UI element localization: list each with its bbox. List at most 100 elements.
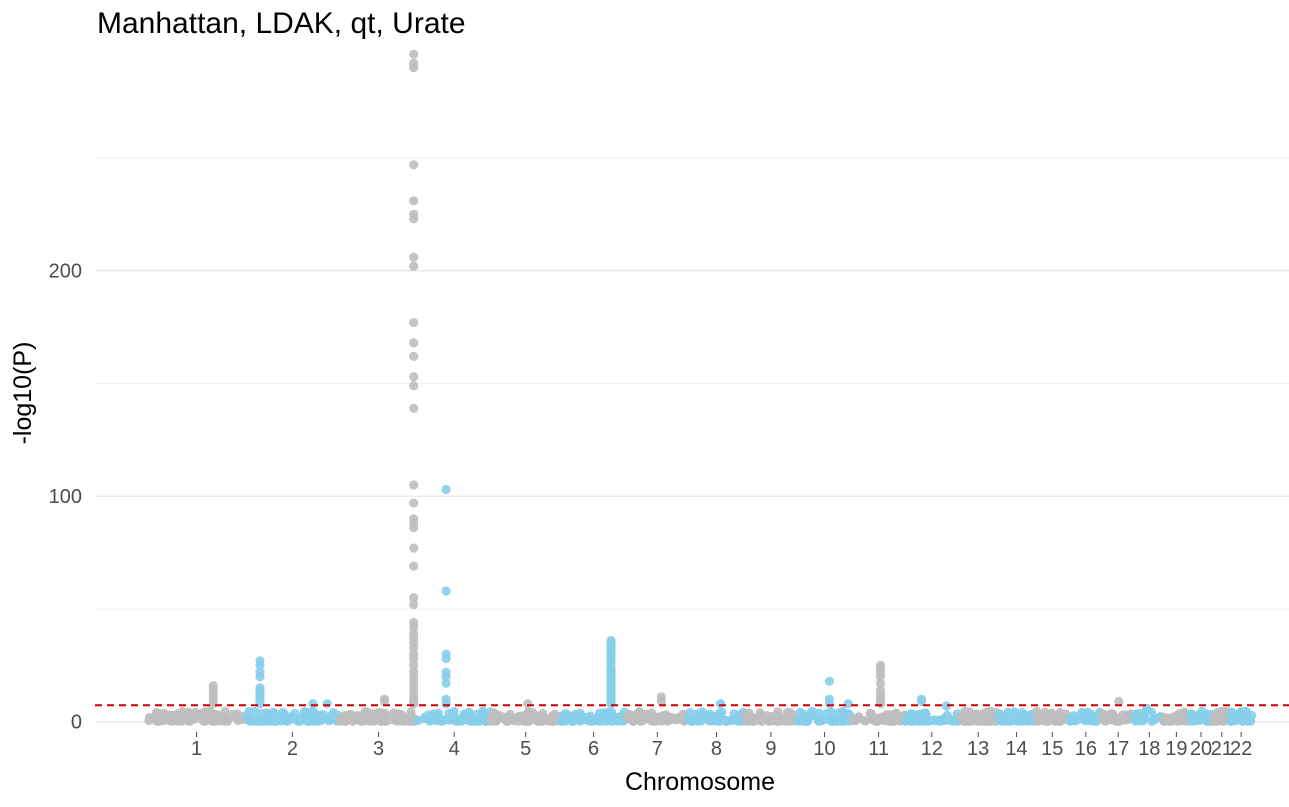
chromosome-22-points bbox=[1225, 706, 1257, 726]
snp-point bbox=[824, 676, 835, 686]
snp-point bbox=[1111, 716, 1121, 726]
snp-point bbox=[837, 716, 847, 726]
chromosome-13-points bbox=[956, 706, 1002, 726]
snp-point bbox=[441, 586, 451, 596]
snp-point bbox=[358, 710, 369, 720]
x-tick-label: 11 bbox=[868, 738, 889, 760]
chromosome-2-points bbox=[242, 706, 344, 726]
peak-chr-17 bbox=[1114, 696, 1124, 707]
x-tick-label: 8 bbox=[711, 738, 722, 760]
x-tick-label: 12 bbox=[921, 738, 943, 760]
snp-point bbox=[392, 716, 402, 726]
snp-point bbox=[409, 351, 419, 361]
snp-point bbox=[409, 660, 419, 671]
snp-point bbox=[686, 716, 697, 726]
snp-point bbox=[593, 713, 603, 723]
snp-point bbox=[255, 699, 265, 709]
snp-point bbox=[478, 711, 488, 721]
chromosome-12-points bbox=[901, 708, 963, 726]
snp-point bbox=[340, 710, 350, 721]
snp-point bbox=[214, 714, 224, 724]
snp-point bbox=[815, 708, 825, 719]
snp-point bbox=[409, 622, 419, 632]
snp-point bbox=[1114, 696, 1124, 707]
snp-point bbox=[1211, 714, 1221, 724]
snp-point bbox=[1187, 711, 1198, 722]
chromosome-9-points bbox=[741, 707, 799, 726]
snp-point bbox=[948, 716, 958, 726]
chart-title: Manhattan, LDAK, qt, Urate bbox=[97, 7, 466, 40]
peak-chr-2 bbox=[308, 699, 318, 709]
chromosome-20-points bbox=[1186, 706, 1218, 726]
snp-point bbox=[441, 672, 451, 682]
snp-point bbox=[428, 714, 438, 724]
snp-point bbox=[406, 707, 416, 717]
snp-point bbox=[1031, 706, 1042, 717]
snp-point bbox=[279, 709, 289, 719]
peak-chr-7 bbox=[656, 692, 667, 707]
snp-point bbox=[420, 712, 430, 723]
snp-point bbox=[983, 707, 993, 717]
x-tick-label: 13 bbox=[967, 738, 989, 760]
peak-chr-1 bbox=[208, 681, 218, 709]
snp-point bbox=[409, 523, 419, 533]
snp-point bbox=[861, 716, 871, 726]
snp-point bbox=[409, 498, 419, 508]
snp-point bbox=[369, 715, 380, 725]
x-tick-label: 5 bbox=[520, 738, 531, 760]
x-tick-label: 7 bbox=[652, 738, 663, 760]
chromosome-6-points bbox=[557, 707, 631, 726]
snp-point bbox=[1019, 716, 1029, 726]
snp-point bbox=[633, 709, 643, 719]
snp-point bbox=[843, 699, 853, 709]
x-tick-label: 18 bbox=[1138, 738, 1160, 760]
x-tick-label: 2 bbox=[287, 738, 298, 760]
chromosome-10-points bbox=[793, 706, 856, 726]
chromosome-11-points bbox=[848, 708, 910, 726]
snp-point bbox=[834, 708, 844, 718]
snp-point bbox=[409, 403, 419, 413]
snp-point bbox=[242, 709, 253, 719]
snp-point bbox=[999, 711, 1009, 722]
snp-point bbox=[941, 701, 952, 711]
snp-point bbox=[571, 709, 581, 719]
y-tick-labels: 0 100 200 bbox=[49, 261, 82, 734]
snp-point bbox=[721, 715, 732, 726]
snp-point bbox=[1237, 716, 1248, 726]
snp-point bbox=[607, 716, 618, 726]
snp-point bbox=[409, 543, 419, 553]
x-axis-title: Chromosome bbox=[625, 768, 775, 796]
snp-point bbox=[144, 715, 154, 726]
snp-point bbox=[715, 708, 725, 718]
snp-point bbox=[409, 599, 419, 610]
peak-chr-2 bbox=[322, 699, 332, 709]
snp-point bbox=[538, 708, 548, 719]
snp-point bbox=[706, 715, 716, 725]
snp-point bbox=[1149, 715, 1159, 725]
snp-point bbox=[255, 672, 265, 682]
snp-point bbox=[409, 480, 419, 490]
snp-point bbox=[457, 715, 467, 725]
peak-chr-5 bbox=[523, 699, 533, 709]
snp-point bbox=[557, 716, 567, 726]
peak-chr-12 bbox=[916, 694, 927, 707]
x-tick-label: 16 bbox=[1075, 738, 1097, 760]
snp-point bbox=[441, 654, 451, 664]
snp-point bbox=[189, 714, 199, 724]
snp-point bbox=[798, 713, 808, 723]
snp-point bbox=[853, 714, 863, 724]
x-tick-label: 1 bbox=[191, 738, 202, 760]
snp-point bbox=[714, 716, 724, 726]
chromosome-15-points bbox=[1031, 706, 1073, 726]
snp-point bbox=[409, 214, 419, 224]
peak-chr-11 bbox=[875, 660, 886, 709]
snp-point bbox=[409, 381, 419, 391]
snp-point bbox=[409, 160, 419, 170]
peak-chr-12 bbox=[941, 701, 952, 711]
chromosome-7-points bbox=[622, 707, 691, 726]
snp-point bbox=[586, 715, 596, 725]
snp-point bbox=[409, 318, 419, 328]
snp-point bbox=[322, 699, 332, 709]
snp-point bbox=[409, 372, 419, 382]
